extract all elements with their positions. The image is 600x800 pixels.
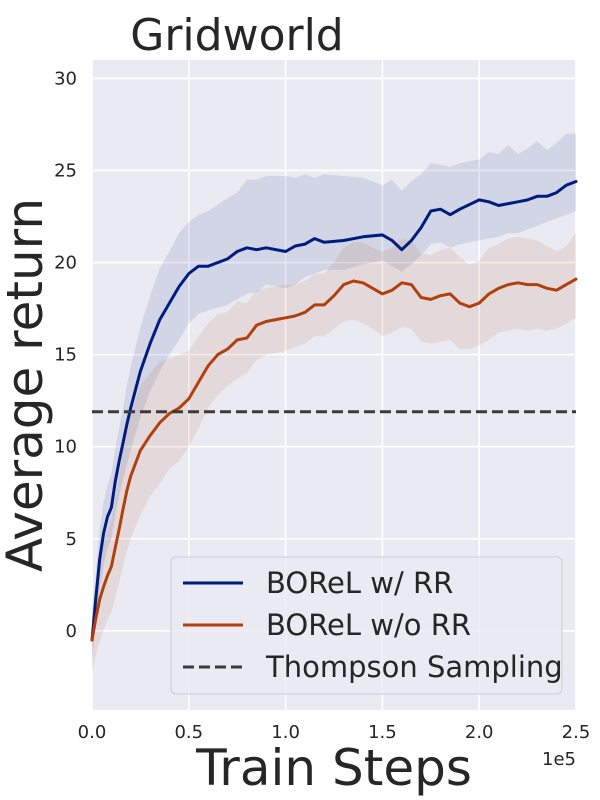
y-tick-label: 15 <box>54 345 77 366</box>
x-tick-label: 1.0 <box>271 722 300 743</box>
chart-title: Gridworld <box>130 10 344 61</box>
line-borel-w-rr <box>90 180 578 642</box>
x-tick-label: 0.0 <box>78 722 107 743</box>
x-tick-label: 0.5 <box>174 722 203 743</box>
x-tick-label: 1.5 <box>368 722 397 743</box>
legend-box <box>170 556 563 695</box>
x-tick-label: 2.0 <box>465 722 494 743</box>
legend: BOReL w/ RR BOReL w/o RR Thompson Sampli… <box>170 556 563 695</box>
legend-label-thompson-sampling: Thompson Sampling <box>265 650 563 684</box>
x-axis-label: Train Steps <box>195 739 472 797</box>
series-lines <box>90 180 578 642</box>
grid-lines <box>91 60 577 710</box>
band-borel-w-o-rr <box>92 233 576 674</box>
legend-label-borel-with-rr: BOReL w/ RR <box>266 566 453 600</box>
x-tick-label: 2.5 <box>562 722 591 743</box>
y-tick-label: 10 <box>54 437 77 458</box>
legend-label-borel-without-rr: BOReL w/o RR <box>266 608 471 642</box>
y-tick-label: 25 <box>54 160 77 181</box>
x-scale-offset-label: 1e5 <box>542 749 576 770</box>
y-tick-label: 5 <box>66 529 77 550</box>
tick-labels: 0.0 0.5 1.0 1.5 2.0 2.5 0 5 10 15 20 25 30 <box>54 68 590 743</box>
y-tick-label: 0 <box>66 621 77 642</box>
y-axis-label: Average return <box>0 198 54 572</box>
line-borel-w-o-rr <box>90 277 578 642</box>
y-tick-label: 30 <box>54 68 77 89</box>
y-tick-label: 20 <box>54 253 77 274</box>
